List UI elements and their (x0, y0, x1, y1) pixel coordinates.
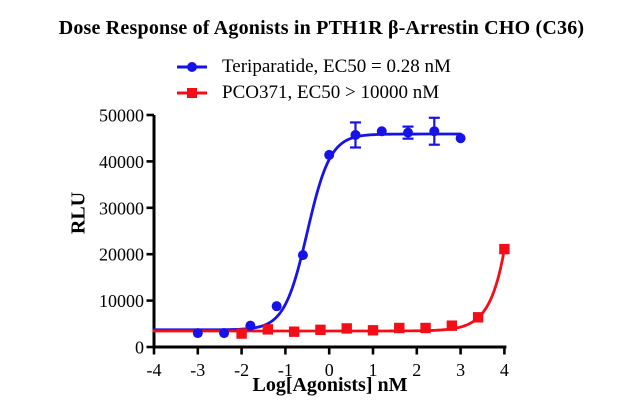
data-point-circle (219, 328, 230, 339)
data-point-square (341, 323, 352, 334)
points-pco371 (236, 243, 510, 339)
legend-item-teriparatide: Teriparatide, EC50 = 0.28 nM (177, 54, 451, 80)
data-point-circle (376, 126, 387, 137)
y-tick-label: 10000 (99, 291, 144, 311)
data-point-square (420, 322, 431, 334)
x-axis-label: Log[Agonists] nM (252, 374, 408, 396)
x-tick-label: 2 (412, 360, 421, 380)
curve-pco371 (152, 247, 506, 333)
y-tick-label: 50000 (99, 106, 144, 126)
x-tick-label: 4 (500, 360, 509, 380)
data-point-square (394, 322, 405, 334)
x-tick-label: 1 (369, 360, 378, 380)
x-tick-label: -1 (278, 360, 293, 380)
y-tick-label: 40000 (99, 152, 144, 172)
data-point-circle (429, 126, 440, 137)
x-tick-label: 0 (325, 360, 334, 380)
x-tick-label: -4 (147, 360, 162, 380)
data-point-circle (297, 250, 308, 261)
teriparatide-line-circle-marker-icon (177, 62, 207, 72)
curve-teriparatide (152, 132, 462, 332)
data-point-circle (192, 328, 203, 339)
points-teriparatide (192, 116, 466, 339)
y-tick-label: 30000 (99, 198, 144, 218)
data-point-circle (245, 320, 256, 331)
data-point-circle (324, 149, 335, 160)
y-axis-ticks: 0 10000 20000 30000 40000 50000 (99, 106, 154, 358)
data-point-square (446, 320, 458, 331)
x-axis-ticks: -4 -3 -2 -1 0 1 2 3 4 (147, 347, 509, 380)
legend-item-pco371: PCO371, EC50 > 10000 nM (177, 80, 451, 106)
data-point-square (367, 325, 379, 336)
data-point-square (288, 326, 300, 337)
data-point-square (472, 312, 484, 323)
pco371-line-square-marker-icon (177, 88, 207, 98)
y-tick-label: 0 (135, 338, 144, 358)
x-tick-label: -3 (190, 360, 205, 380)
x-tick-label: -2 (234, 360, 249, 380)
legend-label-teriparatide: Teriparatide, EC50 = 0.28 nM (222, 56, 451, 77)
data-point-square (236, 328, 247, 339)
data-point-square (315, 324, 326, 336)
data-point-square (499, 243, 510, 255)
chart-legend: Teriparatide, EC50 = 0.28 nM PCO371, EC5… (177, 54, 451, 106)
data-point-circle (271, 301, 282, 312)
data-point-square (262, 324, 274, 335)
data-point-circle (455, 133, 466, 144)
x-tick-label: 3 (456, 360, 465, 380)
chart-title: Dose Response of Agonists in PTH1R β-Arr… (58, 17, 585, 39)
data-point-circle (403, 127, 414, 138)
legend-label-pco371: PCO371, EC50 > 10000 nM (222, 82, 440, 103)
axes (152, 115, 507, 349)
y-tick-label: 20000 (99, 245, 144, 265)
data-point-circle (350, 129, 361, 140)
